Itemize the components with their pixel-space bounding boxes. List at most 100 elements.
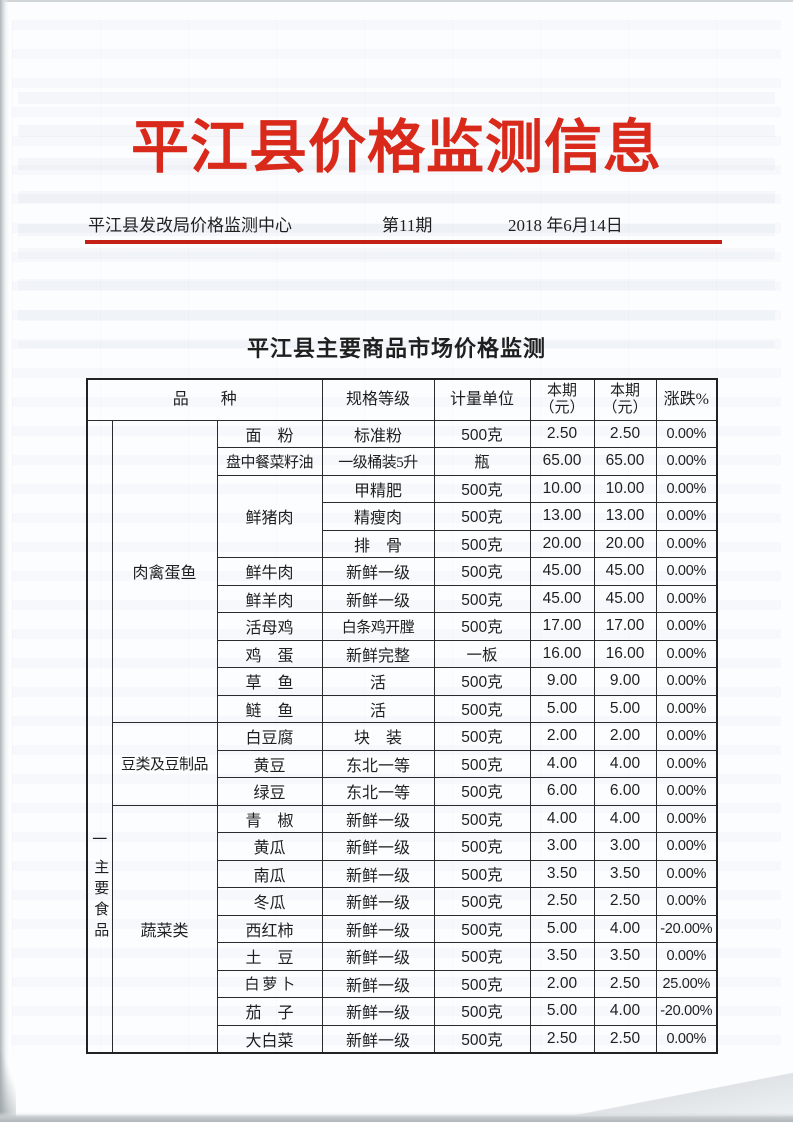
price-a-cell: 5.00 — [529, 914, 595, 943]
table-row: 一主要食品 肉禽蛋鱼面 粉标准粉 500克 2.50 2.50 0.00% — [86, 419, 718, 1053]
change-cell: 0.00% — [655, 419, 718, 448]
spec-grade-cell: 白条鸡开膛 — [321, 612, 435, 641]
spec-grade-cell: 新鲜一级 — [321, 942, 435, 971]
table-row: 黄豆 东北一等 500克 4.00 4.00 0.00% — [87, 749, 718, 778]
unit-number: 500 — [461, 564, 488, 582]
unit-cell: 500克 — [433, 777, 531, 806]
spec-grade-cell: 新鲜一级 — [321, 887, 435, 916]
item-name-cell: 土 豆 — [216, 942, 323, 971]
table-row: 鸡 蛋新鲜完整 一板 16.00 16.00 0.00% — [87, 639, 718, 668]
unit-number: 500 — [461, 536, 488, 554]
price-a-cell: 10.00 — [529, 474, 595, 503]
price-a-cell: 2.00 — [529, 969, 595, 998]
price-b-cell: 4.00 — [593, 914, 657, 943]
item-name-cell: 西红柿 — [216, 914, 323, 943]
unit-number: 500 — [461, 949, 488, 967]
spec-grade-cell: 一级桶装5升 — [321, 447, 435, 476]
item-name-cell: 鲜猪肉 — [216, 474, 323, 558]
spec-grade-cell: 标准粉 — [321, 419, 435, 448]
price-b-cell: 10.00 — [593, 474, 657, 503]
change-cell: 0.00% — [655, 639, 718, 668]
price-a-cell: 16.00 — [529, 639, 595, 668]
item-name-cell: 鲜羊肉 — [216, 584, 323, 613]
spec-grade-cell: 新鲜一级 — [321, 997, 435, 1026]
spec-grade-cell: 新鲜完整 — [321, 639, 435, 668]
change-cell: 0.00% — [655, 612, 718, 641]
price-b-cell: 17.00 — [593, 612, 657, 641]
unit-number: 500 — [461, 591, 488, 609]
unit-number: 500 — [461, 426, 488, 444]
unit-number: 500 — [461, 866, 488, 884]
change-cell: 0.00% — [655, 777, 718, 806]
spec-grade-cell: 新鲜一级 — [321, 859, 435, 888]
table-row: 鲜牛肉 新鲜一级 500克 45.00 45.00 0.00% — [87, 557, 718, 586]
price-b-cell: 2.50 — [593, 969, 657, 998]
table-row: 豆类及豆制品 白豆腐块 装 500克 2.00 2.00 0.00% — [87, 722, 718, 806]
price-b-cell: 4.00 — [593, 804, 657, 833]
item-name-cell: 活母鸡 — [216, 612, 323, 641]
unit-cell: 500克 — [433, 474, 531, 503]
table-row: 南瓜 新鲜一级 500克 3.50 3.50 0.00% — [87, 859, 718, 888]
change-cell: 0.00% — [655, 667, 718, 696]
group-label-top: 一 — [92, 831, 108, 848]
item-name-cell: 鲜牛肉 — [216, 557, 323, 586]
spec-grade-cell: 新鲜一级 — [321, 914, 435, 943]
unit-cell: 500克 — [433, 722, 531, 751]
unit-number: 500 — [461, 811, 488, 829]
table-row: 鲜猪肉 甲精肥 500克 10.00 10.00 0.00% — [87, 474, 718, 558]
change-cell: 0.00% — [655, 832, 718, 861]
price-b-cell: 65.00 — [593, 447, 657, 476]
unit-cell: 500克 — [433, 997, 531, 1026]
price-b-cell: 2.00 — [593, 722, 657, 751]
change-cell: 0.00% — [655, 529, 718, 558]
price-a-cell: 3.50 — [529, 859, 595, 888]
price-monitoring-table: 品 种 规格等级 计量单位 本期 （元） 本期 （元） 涨跌% 一主要食品 肉禽蛋… — [86, 378, 718, 1054]
table-row: 草 鱼活 500克 9.00 9.00 0.00% — [87, 667, 718, 696]
spec-grade-cell: 新鲜一级 — [321, 832, 435, 861]
price-b-cell: 20.00 — [593, 529, 657, 558]
group-label: 一主要食品 — [92, 831, 109, 943]
change-cell: 0.00% — [655, 804, 718, 833]
category-cell: 豆类及豆制品 — [111, 722, 218, 806]
change-cell: 0.00% — [655, 887, 718, 916]
change-cell: 0.00% — [655, 694, 718, 723]
change-cell: 0.00% — [655, 584, 718, 613]
item-name-cell: 南瓜 — [216, 859, 323, 888]
item-name-cell: 白 萝 卜 — [216, 969, 323, 998]
table-title: 平江县主要商品市场价格监测 — [246, 336, 546, 361]
change-cell: 0.00% — [655, 502, 718, 531]
table-row: 土 豆新鲜一级 500克 3.50 3.50 0.00% — [87, 942, 718, 971]
change-cell: -20.00% — [655, 997, 718, 1026]
price-a-cell: 13.00 — [529, 502, 595, 531]
item-name-cell: 鲢 鱼 — [216, 694, 323, 723]
price-a-cell: 4.00 — [529, 804, 595, 833]
item-name-cell: 盘中餐菜籽油 — [216, 447, 323, 476]
table-row: 绿豆 东北一等 500克 6.00 6.00 0.00% — [87, 777, 718, 806]
group-label-bottom: 主要食品 — [92, 858, 109, 943]
header-change: 涨跌% — [655, 378, 718, 421]
unit-cell: 一板 — [433, 639, 531, 668]
table-header-row: 品 种 规格等级 计量单位 本期 （元） 本期 （元） 涨跌% — [86, 378, 718, 421]
unit-cell: 500克 — [433, 419, 531, 448]
price-b-cell: 2.50 — [593, 419, 657, 448]
price-b-cell: 3.00 — [593, 832, 657, 861]
spec-grade-cell: 东北一等 — [321, 749, 435, 778]
table-row: 大白菜 新鲜一级 500克 2.50 2.50 0.00% — [87, 1024, 718, 1053]
unit-number: 500 — [461, 509, 488, 527]
unit-cell: 500克 — [433, 529, 531, 558]
spec-grade-cell: 新鲜一级 — [321, 557, 435, 586]
price-b-cell: 6.00 — [593, 777, 657, 806]
spec-grade-cell: 排 骨 — [321, 529, 435, 558]
unit-cell: 500克 — [433, 612, 531, 641]
table-row: 蔬菜类青 椒新鲜一级 500克 4.00 4.00 0.00% — [87, 804, 718, 1053]
table-row: 盘中餐菜籽油 一级桶装5升瓶 65.00 65.00 0.00% — [87, 447, 718, 476]
price-b-cell: 9.00 — [593, 667, 657, 696]
price-a-cell: 3.50 — [529, 942, 595, 971]
category-cell: 肉禽蛋鱼 — [111, 419, 218, 723]
item-name-cell: 面 粉 — [216, 419, 323, 448]
price-a-cell: 45.00 — [529, 557, 595, 586]
price-b-cell: 13.00 — [593, 502, 657, 531]
unit-cell: 500克 — [433, 584, 531, 613]
table-row: 鲜羊肉 新鲜一级 500克 45.00 45.00 0.00% — [87, 584, 718, 613]
